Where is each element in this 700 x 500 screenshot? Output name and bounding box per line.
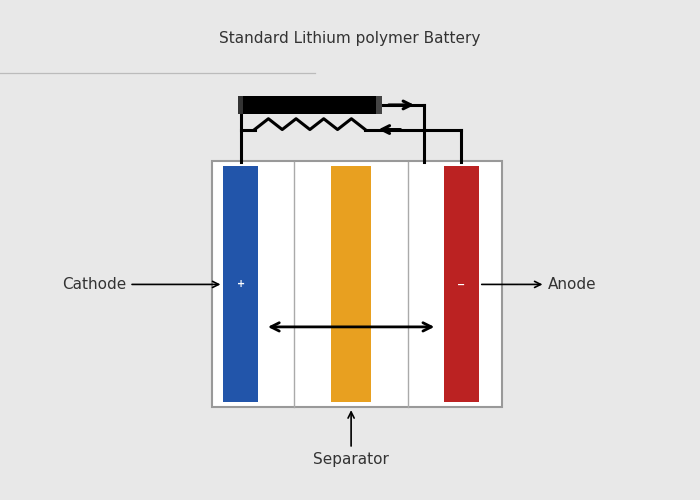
Bar [241,96,379,114]
Bar [377,96,382,114]
Bar [211,162,502,408]
Text: Separator: Separator [313,412,389,467]
Text: −: − [457,280,466,289]
Text: +: + [237,280,245,289]
Text: Standard Lithium polymer Battery: Standard Lithium polymer Battery [219,31,481,46]
Bar [444,166,479,402]
Bar [331,166,372,402]
Bar [223,166,258,402]
Text: Anode: Anode [482,277,596,292]
Bar [238,96,244,114]
Text: Cathode: Cathode [62,277,218,292]
